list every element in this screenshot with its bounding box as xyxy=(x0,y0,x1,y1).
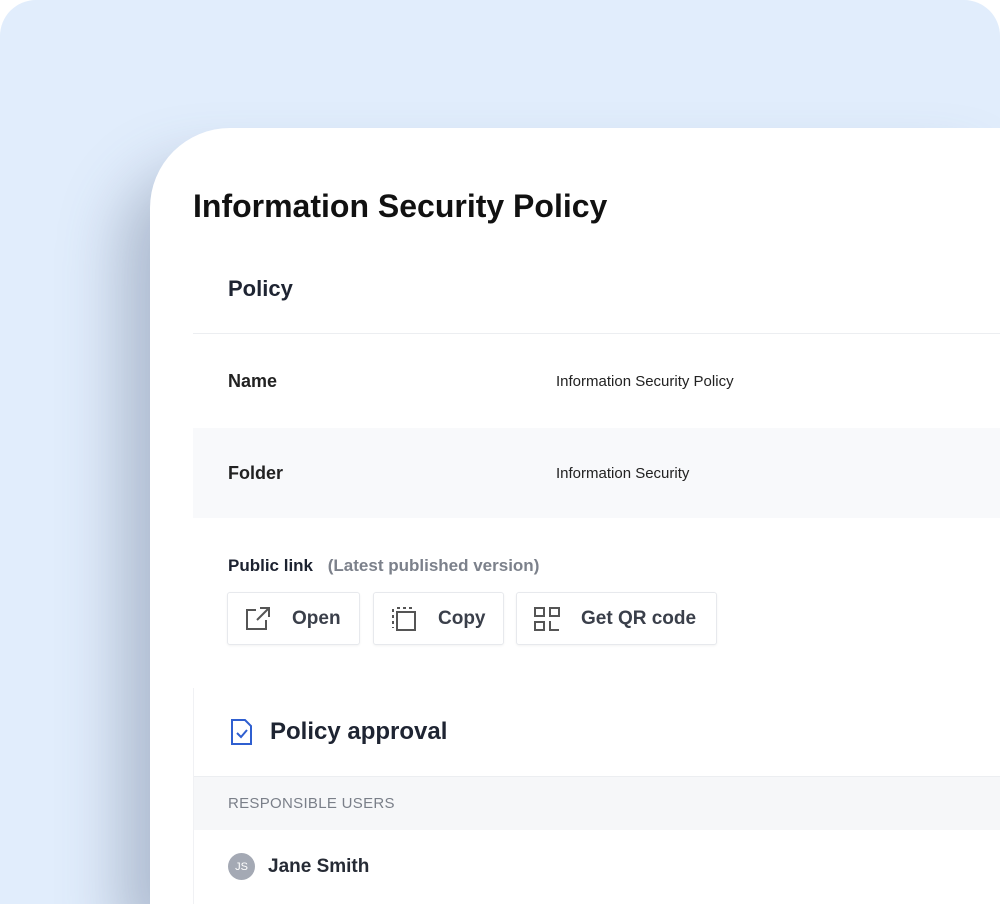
external-link-icon xyxy=(246,606,270,630)
qr-code-icon xyxy=(534,606,560,631)
field-row-name: Name Information Security Policy xyxy=(193,335,1000,428)
policy-section-header: Policy xyxy=(193,258,1000,334)
policy-approval-section: Policy approval RESPONSIBLE USERS JS Jan… xyxy=(193,688,1000,904)
approval-header: Policy approval xyxy=(194,688,1000,777)
get-qr-code-button[interactable]: Get QR code xyxy=(516,592,717,645)
document-check-icon xyxy=(231,719,252,745)
field-value: Information Security Policy xyxy=(556,373,734,390)
page-title: Information Security Policy xyxy=(193,188,608,224)
public-link-note: (Latest published version) xyxy=(327,556,540,575)
responsible-users-header: RESPONSIBLE USERS xyxy=(194,777,1000,830)
field-label: Name xyxy=(228,371,278,391)
open-button[interactable]: Open xyxy=(227,592,360,645)
field-label: Folder xyxy=(228,462,284,483)
public-link-label: Public link (Latest published version) xyxy=(228,556,539,576)
field-value: Information Security xyxy=(556,464,690,482)
user-name: Jane Smith xyxy=(268,855,370,877)
copy-label: Copy xyxy=(438,607,486,629)
public-link-title: Public link xyxy=(228,556,314,575)
policy-card: Information Security Policy Policy Name … xyxy=(150,128,1000,904)
field-row-folder: Folder Information Security xyxy=(193,428,1000,518)
copy-icon xyxy=(392,606,416,631)
open-label: Open xyxy=(292,607,341,629)
user-row[interactable]: JS Jane Smith xyxy=(228,853,369,880)
policy-heading: Policy xyxy=(228,276,293,301)
copy-button[interactable]: Copy xyxy=(373,592,504,645)
avatar: JS xyxy=(228,853,255,880)
approval-heading: Policy approval xyxy=(270,718,448,745)
qr-label: Get QR code xyxy=(581,607,697,629)
